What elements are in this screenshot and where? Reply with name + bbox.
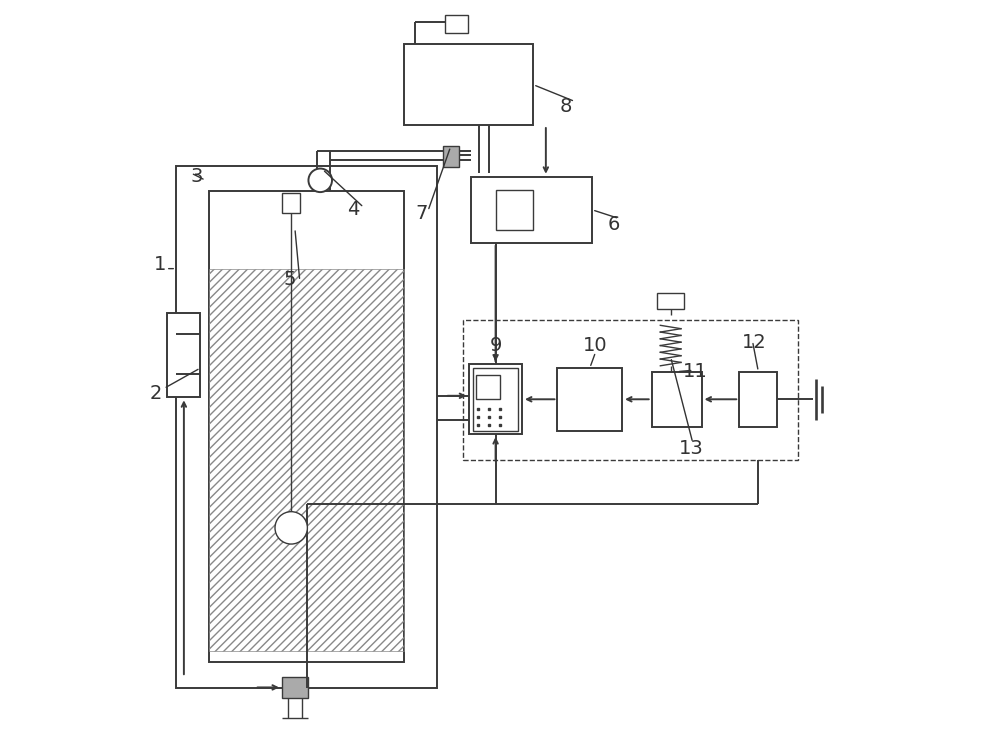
Bar	[282, 677, 308, 698]
Text: 10: 10	[583, 336, 608, 355]
Text: 7: 7	[415, 204, 427, 223]
Text: 4: 4	[347, 200, 359, 219]
Bar	[557, 368, 622, 431]
Bar	[739, 372, 777, 427]
Text: 13: 13	[679, 439, 704, 459]
Text: 8: 8	[560, 97, 572, 116]
Bar	[282, 193, 300, 213]
Bar	[167, 313, 200, 397]
Text: 12: 12	[742, 333, 766, 352]
Bar	[463, 320, 798, 460]
Bar	[471, 177, 592, 243]
Bar	[496, 190, 533, 230]
Text: 3: 3	[191, 167, 203, 186]
Text: 1: 1	[154, 255, 166, 275]
Bar	[443, 146, 459, 167]
Text: 9: 9	[489, 336, 502, 355]
Bar	[445, 15, 468, 33]
Bar	[404, 44, 533, 125]
Bar	[476, 375, 500, 399]
Circle shape	[308, 169, 332, 192]
Text: 2: 2	[149, 384, 162, 403]
Circle shape	[275, 512, 307, 544]
Bar	[652, 372, 702, 427]
Bar	[657, 293, 684, 309]
Bar	[209, 269, 404, 651]
Text: 5: 5	[284, 270, 296, 289]
Text: 6: 6	[608, 215, 620, 234]
Bar	[209, 269, 404, 651]
Bar	[209, 191, 404, 662]
Bar	[176, 166, 437, 688]
Text: 11: 11	[683, 362, 707, 381]
Bar	[469, 364, 522, 434]
Bar	[473, 368, 518, 431]
